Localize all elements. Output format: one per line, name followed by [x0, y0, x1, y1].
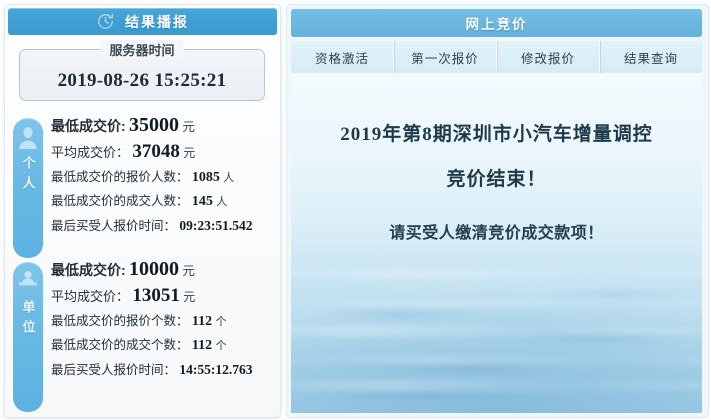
- table-row: 平均成交价： 37048 元: [51, 141, 275, 162]
- unit-stats-rows: 最低成交价: 10000 元 平均成交价： 13051 元 最低成交价的报价个数…: [51, 259, 275, 386]
- tab-label: 第一次报价: [411, 51, 479, 66]
- stat-unit: 个: [215, 316, 227, 328]
- stat-unit: 元: [182, 120, 195, 134]
- unit-side-tab[interactable]: 单位: [13, 262, 43, 412]
- results-broadcast-header: 结果播报: [8, 8, 277, 35]
- results-broadcast-title: 结果播报: [125, 13, 189, 30]
- stat-value: 13051: [132, 285, 180, 306]
- water-wave: [291, 269, 702, 279]
- individual-stats-rows: 最低成交价: 35000 元 平均成交价： 37048 元 最低成交价的报价人数…: [51, 115, 275, 242]
- stat-value: 145: [191, 194, 213, 209]
- stat-label: 平均成交价：: [51, 289, 130, 304]
- stat-label: 最低成交价的报价个数：: [51, 314, 189, 328]
- online-bidding-title: 网上竞价: [465, 17, 528, 32]
- stat-unit: 个: [215, 340, 227, 352]
- server-time-label: 服务器时间: [100, 40, 184, 59]
- server-time-value: 2019-08-26 15:25:21: [57, 70, 227, 91]
- stat-label: 最低成交价:: [51, 118, 126, 134]
- stat-unit: 人: [223, 172, 235, 184]
- clock-refresh-icon: [96, 12, 115, 31]
- stat-label: 最低成交价的成交个数：: [51, 338, 189, 352]
- stat-label: 平均成交价：: [51, 145, 130, 160]
- individual-side-tab[interactable]: 个人: [13, 118, 43, 258]
- tab-result-query[interactable]: 结果查询: [600, 41, 702, 73]
- stat-unit: 元: [183, 290, 196, 304]
- unit-side-tab-label: 单位: [20, 300, 36, 340]
- bidding-notice: 2019年第8期深圳市小汽车增量调控 竞价结束！ 请买受人缴清竞价成交款项！: [291, 119, 702, 243]
- results-broadcast-card: 结果播报 服务器时间 2019-08-26 15:25:21 个人 最低成交价:: [4, 4, 281, 418]
- stat-label: 最后买受人报价时间：: [51, 219, 177, 233]
- tab-label: 修改报价: [520, 51, 575, 66]
- table-row: 最后买受人报价时间： 09:23:51.542: [51, 218, 275, 234]
- stat-value: 35000: [129, 114, 180, 136]
- stat-value: 112: [191, 314, 213, 329]
- water-wave: [291, 325, 702, 337]
- water-shadow: [364, 365, 571, 372]
- stat-unit: 元: [182, 264, 195, 278]
- table-row: 最低成交价的报价个数： 112 个: [51, 314, 275, 330]
- water-wave: [291, 299, 702, 308]
- table-row: 最低成交价的报价人数： 1085 人: [51, 170, 275, 186]
- stat-value: 10000: [129, 258, 180, 280]
- table-row: 最低成交价: 10000 元: [51, 259, 275, 279]
- tab-first-bid[interactable]: 第一次报价: [394, 41, 497, 73]
- stat-value: 14:55:12.763: [179, 362, 253, 377]
- online-bidding-panel: 网上竞价 资格激活 第一次报价 修改报价 结果查询: [286, 4, 709, 418]
- individual-stats-group: 个人 最低成交价: 35000 元 平均成交价： 37048 元 最低成交价的报…: [13, 115, 275, 258]
- stat-unit: 元: [183, 146, 196, 160]
- stat-label: 最后买受人报价时间：: [51, 363, 177, 377]
- table-row: 最低成交价的成交个数： 112 个: [51, 338, 275, 354]
- water-wave: [291, 379, 702, 392]
- organization-icon: [17, 270, 39, 294]
- stat-value: 1085: [191, 170, 220, 185]
- bidding-tab-bar: 资格激活 第一次报价 修改报价 结果查询: [291, 41, 702, 73]
- tab-modify-bid[interactable]: 修改报价: [497, 41, 600, 73]
- stat-unit: 人: [216, 196, 228, 208]
- person-icon: [17, 126, 39, 150]
- individual-side-tab-label: 个人: [20, 156, 36, 196]
- water-wave: [291, 355, 702, 365]
- tab-qualification-activation[interactable]: 资格激活: [291, 41, 394, 73]
- stat-value: 112: [191, 338, 213, 353]
- water-shadow: [307, 311, 489, 318]
- unit-stats-group: 单位 最低成交价: 10000 元 平均成交价： 13051 元 最低成交价的报…: [13, 259, 275, 412]
- table-row: 最低成交价: 35000 元: [51, 115, 275, 135]
- stat-value: 09:23:51.542: [179, 218, 253, 233]
- table-row: 最后买受人报价时间： 14:55:12.763: [51, 362, 275, 378]
- stat-label: 最低成交价的报价人数：: [51, 170, 189, 184]
- water-shadow: [504, 335, 694, 343]
- server-time-box: 服务器时间 2019-08-26 15:25:21: [19, 40, 265, 101]
- stat-label: 最低成交价:: [51, 262, 126, 278]
- water-shadow: [299, 391, 546, 399]
- tab-label: 结果查询: [623, 51, 678, 66]
- table-row: 平均成交价： 13051 元: [51, 285, 275, 306]
- notice-line-1: 2019年第8期深圳市小汽车增量调控: [340, 124, 653, 145]
- stat-value: 37048: [132, 141, 180, 162]
- online-bidding-header: 网上竞价: [291, 9, 702, 37]
- notice-line-2: 竞价结束！: [446, 169, 547, 190]
- notice-line-3: 请买受人缴清竞价成交款项！: [389, 225, 604, 242]
- bidding-result-stage: 2019年第8期深圳市小汽车增量调控 竞价结束！ 请买受人缴清竞价成交款项！: [291, 73, 702, 413]
- table-row: 最低成交价的成交人数： 145 人: [51, 194, 275, 210]
- stat-label: 最低成交价的成交人数：: [51, 194, 189, 208]
- tab-label: 资格激活: [314, 51, 369, 66]
- water-shadow: [537, 291, 694, 297]
